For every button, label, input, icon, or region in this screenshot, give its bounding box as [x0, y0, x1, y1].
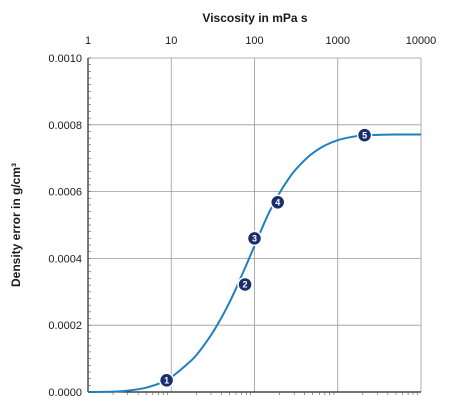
- y-tick-label: 0.0006: [48, 187, 82, 199]
- y-tick-label: 0.0004: [48, 253, 82, 265]
- marker-4: 4: [269, 194, 286, 211]
- x-tick-label: 10: [165, 35, 177, 47]
- y-axis-title: Density error in g/cm³: [9, 163, 23, 287]
- y-tick-label: 0.0008: [48, 120, 82, 132]
- marker-label: 4: [275, 197, 280, 207]
- marker-circle: [246, 230, 263, 247]
- y-tick-label: 0.0002: [48, 320, 82, 332]
- marker-circle: [269, 194, 286, 211]
- x-axis-title: Viscosity in mPa s: [202, 11, 307, 25]
- marker-2: 2: [237, 276, 253, 293]
- y-tick-label: 0.0000: [48, 387, 82, 399]
- x-tick-label: 10000: [406, 35, 437, 47]
- marker-3: 3: [246, 230, 263, 247]
- marker-label: 5: [362, 130, 367, 140]
- marker-5: 5: [356, 127, 373, 143]
- x-tick-label: 1000: [326, 35, 350, 47]
- marker-label: 3: [252, 234, 257, 244]
- marker-1: 1: [158, 372, 175, 389]
- x-tick-label: 100: [245, 35, 263, 47]
- chart-grid: [87, 57, 422, 393]
- chart-markers: 1 2 3 4 5: [158, 127, 373, 389]
- marker-circle: [237, 276, 253, 293]
- marker-label: 2: [243, 280, 248, 290]
- marker-circle: [356, 127, 373, 143]
- y-tick-label: 0.0010: [48, 53, 82, 65]
- x-tick-label: 1: [85, 35, 91, 47]
- marker-circle: [158, 372, 175, 389]
- marker-label: 1: [164, 376, 169, 386]
